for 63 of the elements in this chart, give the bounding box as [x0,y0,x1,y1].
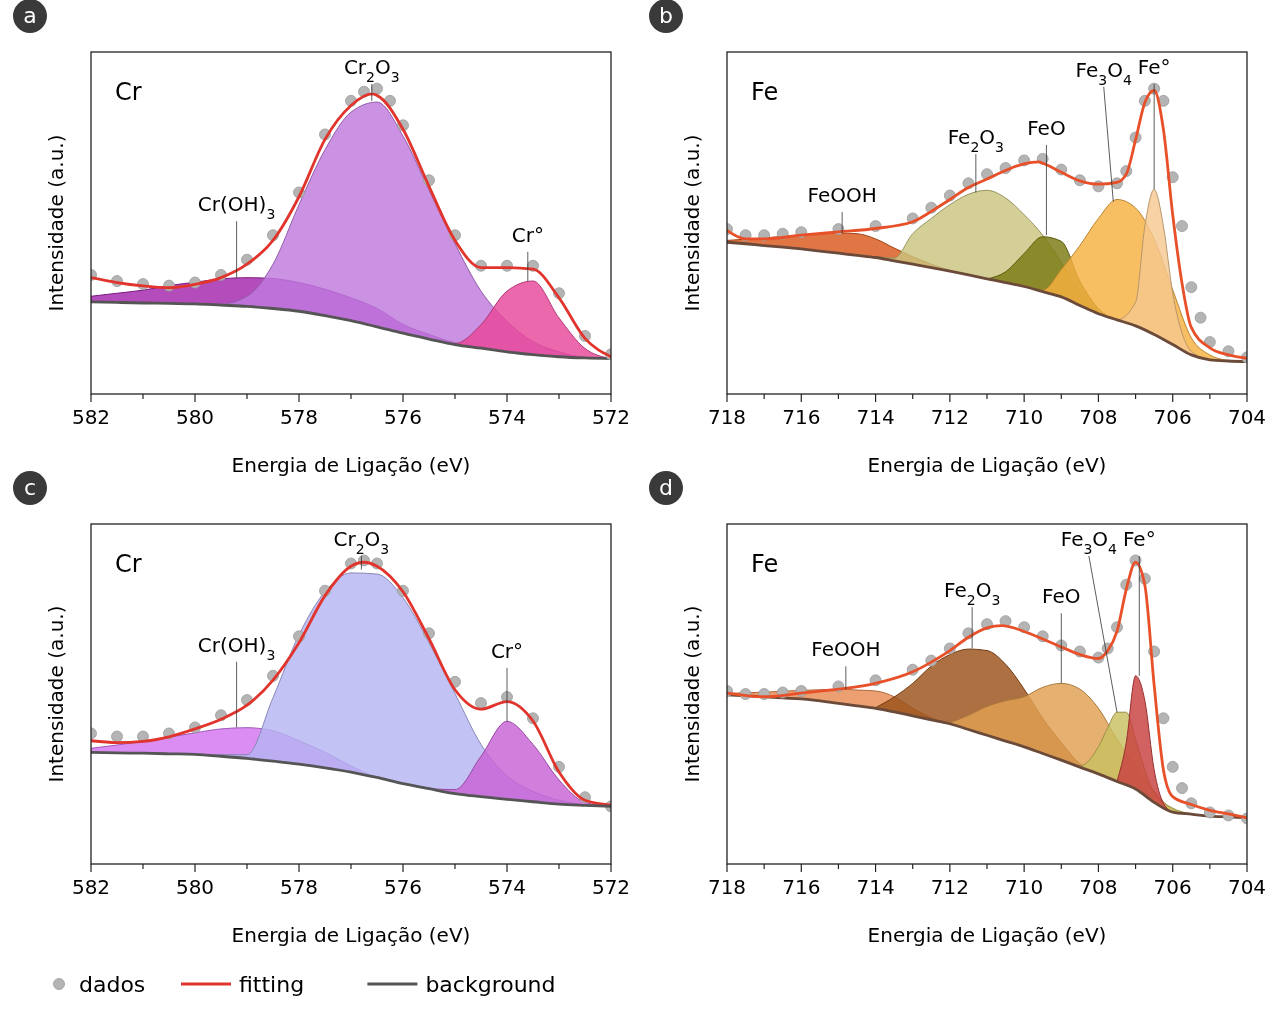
x-tick-label: 714 [856,405,895,429]
legend-label: fitting [239,972,305,997]
annotation: Fe$_{2}$O$_{3}$ [943,578,1001,609]
x-tick-label: 574 [487,405,527,429]
chart-title: Fe [751,550,779,578]
text: c [23,475,37,500]
x-tick-label: 712 [930,875,969,899]
x-tick-label: 704 [1227,875,1267,899]
x-tick-label: 576 [383,875,423,899]
annotation: Fe$_{3}$O$_{4}$ [1060,527,1118,557]
annotation: FeO [1027,115,1066,140]
annotation: Cr(OH)$_{3}$ [197,632,276,663]
annotation: Cr° [511,222,544,247]
annotation: Fe° [1122,527,1156,551]
x-tick-label: 710 [1005,405,1044,429]
annotation: Fe$_{2}$O$_{3}$ [947,125,1005,156]
text: b [659,3,673,28]
annotation: FeOOH [811,637,881,662]
x-tick-label: 710 [1005,875,1044,899]
chart-title: Fe [751,78,779,106]
x-tick-label: 578 [279,405,319,429]
legend-label: dados [79,972,146,997]
chart-title: Cr [115,550,142,578]
x-tick-label: 712 [930,405,969,429]
annotation: Cr(OH)$_{3}$ [197,192,276,223]
x-tick-label: 580 [175,405,215,429]
x-tick-label: 708 [1079,405,1118,429]
chart-title: Cr [115,78,142,106]
y-axis-title: Intensidade (a.u.) [680,134,704,312]
annotation: Cr° [490,638,524,663]
y-axis-title: Intensidade (a.u.) [44,134,68,312]
x-tick-label: 704 [1227,405,1267,429]
x-tick-label: 582 [71,875,111,899]
annotation: Cr$_{2}$O$_{3}$ [333,527,390,557]
x-axis-title: Energia de Ligação (eV) [867,453,1107,477]
y-axis-title: Intensidade (a.u.) [680,605,704,783]
x-axis-title: Energia de Ligação (eV) [231,453,471,477]
x-tick-label: 578 [279,875,319,899]
x-tick-label: 580 [175,875,215,899]
x-axis-title: Energia de Ligação (eV) [231,923,471,947]
x-tick-label: 574 [487,875,527,899]
x-tick-label: 714 [856,875,895,899]
y-axis-title: Intensidade (a.u.) [44,605,68,783]
x-tick-label: 582 [71,405,111,429]
x-tick-label: 718 [707,875,747,899]
annotation: FeOOH [807,183,877,208]
x-tick-label: 716 [782,875,821,899]
text: d [659,475,673,500]
text: a [23,3,37,28]
annotation: FeO [1042,584,1081,609]
x-tick-label: 716 [782,405,821,429]
x-tick-label: 706 [1153,405,1192,429]
x-tick-label: 708 [1079,875,1118,899]
legend-label: background [425,972,556,997]
x-tick-label: 572 [591,405,631,429]
x-tick-label: 718 [707,405,747,429]
x-axis-title: Energia de Ligação (eV) [867,923,1107,947]
x-tick-label: 576 [383,405,423,429]
x-tick-label: 706 [1153,875,1192,899]
annotation: Fe° [1137,55,1171,79]
annotation: Cr$_{2}$O$_{3}$ [343,55,400,85]
annotation: Fe$_{3}$O$_{4}$ [1075,57,1132,88]
x-tick-label: 572 [591,875,631,899]
